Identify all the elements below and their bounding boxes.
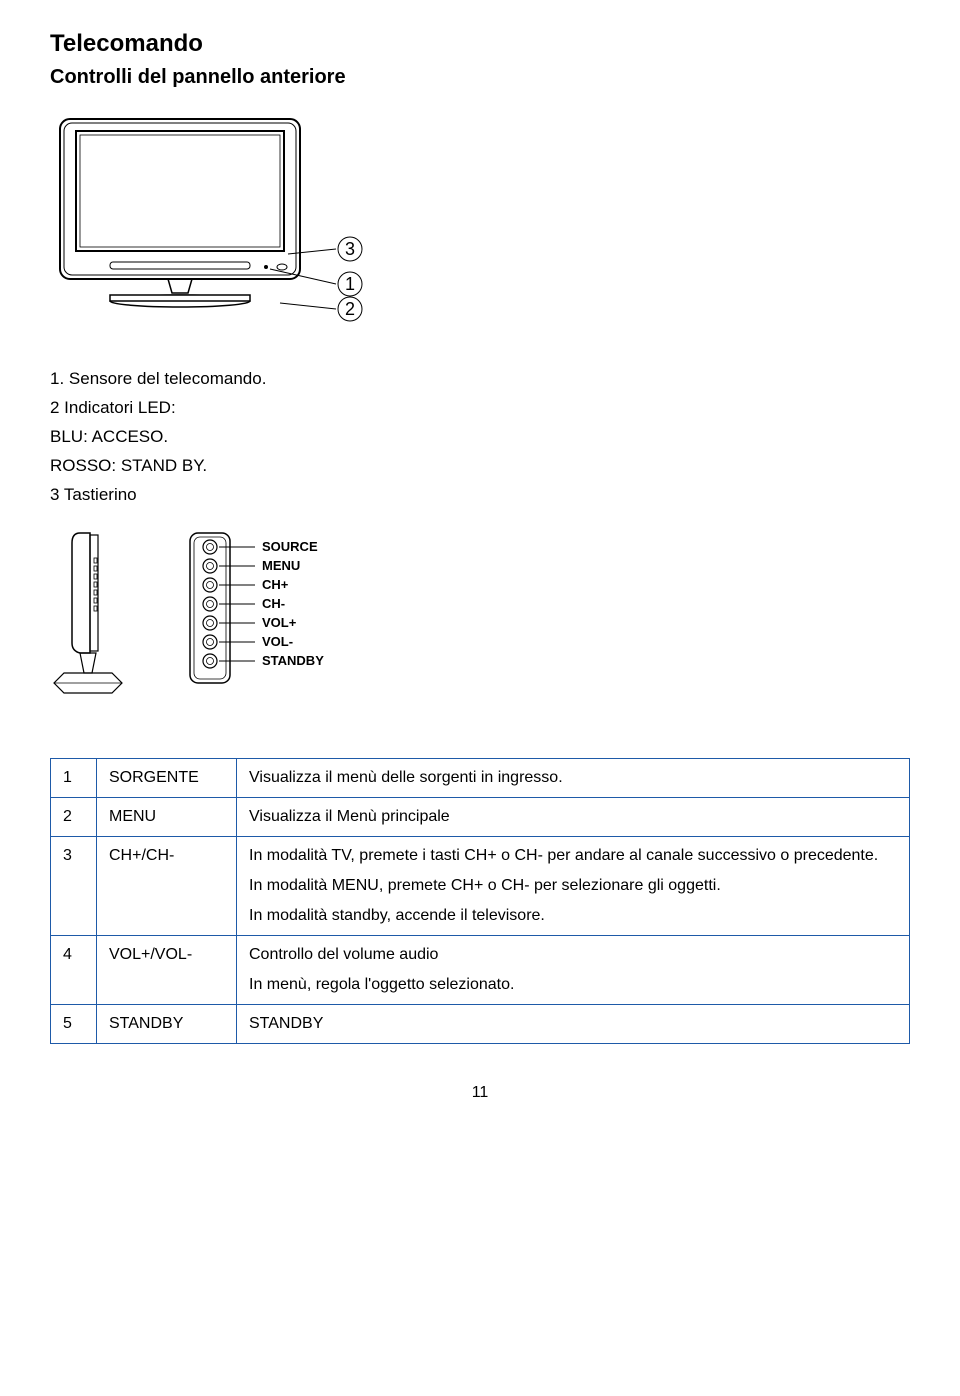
desc-paragraph: STANDBY bbox=[249, 1015, 897, 1033]
legend-line: 3 Tastierino bbox=[50, 485, 910, 505]
keypad-figure: SOURCE MENU CH+ CH- VOL+ VOL- STANDBY bbox=[50, 523, 910, 728]
callout-3: 3 bbox=[338, 237, 362, 261]
table-row: 5STANDBYSTANDBY bbox=[51, 1005, 910, 1044]
desc-paragraph: Controllo del volume audio bbox=[249, 946, 897, 964]
keypad-svg: SOURCE MENU CH+ CH- VOL+ VOL- STANDBY bbox=[50, 523, 470, 723]
keypad-button bbox=[203, 578, 217, 592]
row-description: Controllo del volume audio In menù, regol… bbox=[237, 936, 910, 1005]
row-name: STANDBY bbox=[97, 1005, 237, 1044]
legend-line: 2 Indicatori LED: bbox=[50, 398, 910, 418]
keypad-label: STANDBY bbox=[262, 653, 324, 668]
controls-table: 1SORGENTE Visualizza il menù delle sorgen… bbox=[50, 758, 910, 1044]
desc-paragraph: In modalità TV, premete i tasti CH+ o CH… bbox=[249, 847, 897, 865]
row-number: 2 bbox=[51, 798, 97, 837]
row-name: VOL+/VOL- bbox=[97, 936, 237, 1005]
legend-line: ROSSO: STAND BY. bbox=[50, 456, 910, 476]
table-row: 3CH+/CH- In modalità TV, premete i tasti … bbox=[51, 837, 910, 936]
section-subtitle: Controlli del pannello anteriore bbox=[50, 66, 910, 89]
keypad-button bbox=[203, 635, 217, 649]
callout-1: 1 bbox=[338, 272, 362, 296]
tv-side-profile bbox=[54, 533, 122, 693]
row-number: 1 bbox=[51, 759, 97, 798]
keypad-label: SOURCE bbox=[262, 539, 318, 554]
row-number: 4 bbox=[51, 936, 97, 1005]
page-title: Telecomando bbox=[50, 30, 910, 58]
row-number: 5 bbox=[51, 1005, 97, 1044]
legend-line: 1. Sensore del telecomando. bbox=[50, 369, 910, 389]
keypad-button bbox=[203, 559, 217, 573]
callout-2: 2 bbox=[338, 297, 362, 321]
front-legend: 1. Sensore del telecomando. 2 Indicatori… bbox=[50, 369, 910, 505]
page-number: 11 bbox=[50, 1084, 910, 1102]
row-name: CH+/CH- bbox=[97, 837, 237, 936]
keypad-label: VOL+ bbox=[262, 615, 297, 630]
table-row: 2MENU Visualizza il Menù principale bbox=[51, 798, 910, 837]
keypad-button bbox=[203, 540, 217, 554]
desc-paragraph: Visualizza il menù delle sorgenti in ing… bbox=[249, 769, 897, 787]
table-row: 4VOL+/VOL- Controllo del volume audio In m… bbox=[51, 936, 910, 1005]
row-description: STANDBY bbox=[237, 1005, 910, 1044]
keypad-label: MENU bbox=[262, 558, 300, 573]
keypad-button bbox=[203, 616, 217, 630]
row-description: Visualizza il Menù principale bbox=[237, 798, 910, 837]
row-number: 3 bbox=[51, 837, 97, 936]
keypad-label: VOL- bbox=[262, 634, 293, 649]
tv-front-figure: 3 1 2 bbox=[50, 109, 910, 339]
keypad-label: CH+ bbox=[262, 577, 289, 592]
tv-front-svg: 3 1 2 bbox=[50, 109, 390, 339]
keypad-label: CH- bbox=[262, 596, 285, 611]
row-description: In modalità TV, premete i tasti CH+ o CH… bbox=[237, 837, 910, 936]
svg-text:3: 3 bbox=[345, 239, 355, 259]
desc-paragraph: In modalità standby, accende il televiso… bbox=[249, 907, 897, 925]
keypad-panel: SOURCE MENU CH+ CH- VOL+ VOL- STANDBY bbox=[190, 533, 324, 683]
row-description: Visualizza il menù delle sorgenti in ing… bbox=[237, 759, 910, 798]
row-name: SORGENTE bbox=[97, 759, 237, 798]
legend-line: BLU: ACCESO. bbox=[50, 427, 910, 447]
desc-paragraph: In menù, regola l'oggetto selezionato. bbox=[249, 976, 897, 994]
desc-paragraph: Visualizza il Menù principale bbox=[249, 808, 897, 826]
desc-paragraph: In modalità MENU, premete CH+ o CH- per … bbox=[249, 877, 897, 895]
svg-text:1: 1 bbox=[345, 274, 355, 294]
row-name: MENU bbox=[97, 798, 237, 837]
svg-text:2: 2 bbox=[345, 299, 355, 319]
table-row: 1SORGENTE Visualizza il menù delle sorgen… bbox=[51, 759, 910, 798]
keypad-button bbox=[203, 597, 217, 611]
keypad-button bbox=[203, 654, 217, 668]
